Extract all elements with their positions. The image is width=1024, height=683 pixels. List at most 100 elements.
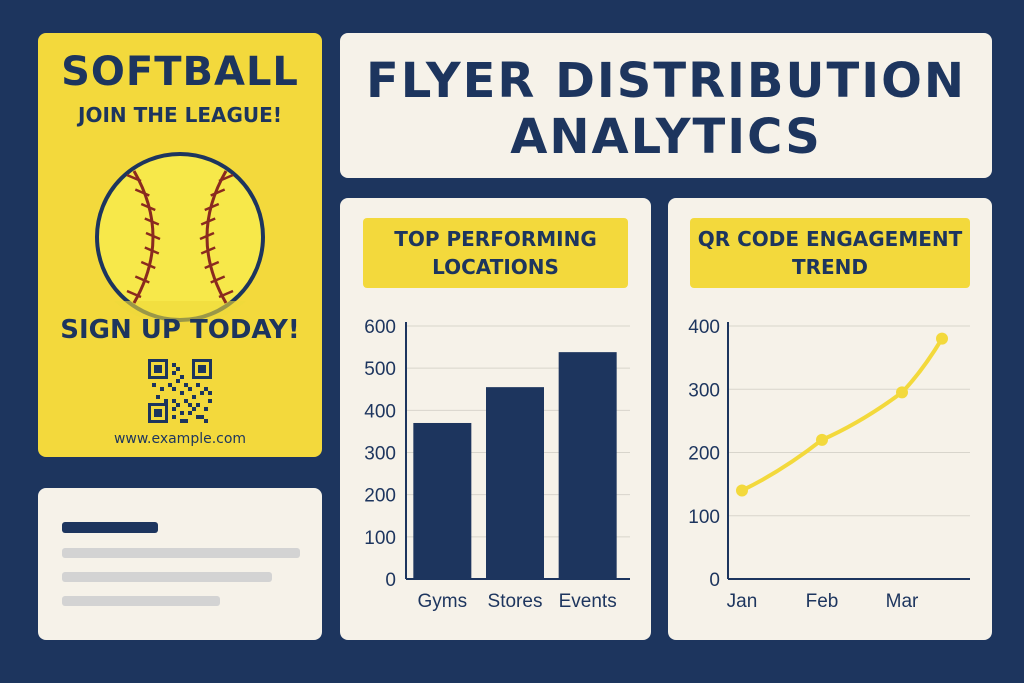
seam-stitch — [134, 275, 150, 284]
y-tick-label: 200 — [364, 486, 396, 507]
flyer-title: SOFTBALL — [61, 49, 299, 95]
y-tick-label: 400 — [688, 317, 720, 338]
qr-finder-core — [154, 409, 162, 417]
seam-stitch — [210, 188, 226, 197]
qr-module — [176, 379, 180, 383]
data-point — [896, 386, 908, 399]
qr-module — [188, 403, 192, 407]
y-tick-label: 600 — [364, 317, 396, 338]
x-tick-label: Jan — [727, 591, 758, 612]
line-chart: 0 100 200 300 400 Jan Feb Mar — [688, 317, 970, 612]
qr-module — [164, 399, 168, 403]
seam-stitch — [140, 260, 156, 270]
qr-finder-core — [154, 365, 162, 373]
qr-module — [176, 367, 180, 371]
y-tick-label: 500 — [364, 359, 396, 380]
qr-finder-core — [198, 365, 206, 373]
flyer-subtitle: JOIN THE LEAGUE! — [78, 103, 282, 127]
seam-stitch — [204, 260, 220, 270]
qr-module — [204, 419, 208, 423]
placeholder-text-bar — [62, 596, 220, 606]
qr-module — [200, 391, 204, 395]
seam-stitch — [126, 173, 142, 183]
seam-stitch — [200, 217, 216, 226]
placeholder-text-bar — [62, 548, 300, 558]
qr-module — [192, 395, 196, 399]
x-tick-label: Gyms — [418, 591, 468, 612]
qr-module — [156, 395, 160, 399]
flyer-cta: SIGN UP TODAY! — [60, 315, 300, 345]
seam-stitch — [199, 231, 215, 241]
seam-stitch — [144, 217, 160, 226]
qr-module — [172, 399, 176, 403]
qr-module — [196, 383, 200, 387]
seam-stitch — [210, 275, 226, 284]
bar-chart: 0 100 200 300 400 500 600 Gyms Stores Events — [364, 317, 630, 612]
seam-stitch — [140, 202, 156, 212]
qr-module — [180, 411, 184, 415]
qr-module — [176, 403, 180, 407]
qr-module — [188, 387, 192, 391]
qr-module — [204, 387, 208, 391]
softball-icon — [95, 152, 265, 323]
qr-module — [184, 383, 188, 387]
y-tick-label: 400 — [364, 401, 396, 422]
seam-stitch — [134, 188, 150, 197]
qr-code-icon — [148, 359, 212, 423]
qr-module — [180, 391, 184, 395]
qr-module — [184, 419, 188, 423]
seam-stitch — [218, 289, 234, 299]
bar-gyms — [413, 422, 472, 579]
bar-chart-panel: TOP PERFORMING LOCATIONS 0 100 200 300 400 50… — [340, 198, 651, 640]
page-title-line-1: FLYER DISTRIBUTION — [365, 53, 967, 109]
x-tick-label: Events — [559, 591, 617, 612]
y-tick-label: 300 — [364, 444, 396, 465]
qr-module — [208, 391, 212, 395]
seam-stitch — [144, 246, 160, 255]
y-tick-label: 0 — [709, 570, 720, 591]
data-point — [816, 433, 828, 446]
qr-module — [204, 407, 208, 411]
series-line — [740, 336, 944, 493]
bar-stores — [486, 387, 544, 579]
qr-module — [188, 411, 192, 415]
y-tick-label: 100 — [688, 507, 720, 528]
softball-flyer: SOFTBALL JOIN THE LEAGUE! SIGN UP TODAY!… — [38, 33, 322, 457]
x-tick-label: Stores — [488, 591, 543, 612]
y-tick-label: 100 — [364, 528, 396, 549]
y-tick-label: 0 — [385, 570, 396, 591]
qr-module — [152, 383, 156, 387]
seam-stitch — [126, 289, 142, 299]
page-title-line-2: ANALYTICS — [510, 109, 822, 165]
line-chart-panel: QR CODE ENGAGEMENT TREND 0 100 200 300 400 Ja… — [668, 198, 992, 640]
qr-module — [180, 375, 184, 379]
qr-module — [196, 403, 200, 407]
line-chart-title-box: QR CODE ENGAGEMENT TREND — [690, 218, 970, 288]
qr-module — [200, 415, 204, 419]
bar-chart-title-box: TOP PERFORMING LOCATIONS — [363, 218, 628, 288]
flyer-url: www.example.com — [113, 431, 247, 447]
placeholder-card — [38, 488, 322, 640]
qr-module — [168, 383, 172, 387]
page-header: FLYER DISTRIBUTION ANALYTICS — [340, 33, 992, 178]
x-tick-label: Mar — [886, 591, 919, 612]
qr-module — [196, 415, 200, 419]
qr-module — [180, 419, 184, 423]
placeholder-heading-bar — [62, 522, 158, 533]
data-point — [736, 484, 748, 497]
qr-module — [172, 415, 176, 419]
qr-module — [172, 371, 176, 375]
seam-stitch — [218, 173, 234, 183]
qr-module — [184, 399, 188, 403]
qr-module — [172, 363, 176, 367]
seam-stitch — [145, 231, 161, 241]
qr-module — [172, 387, 176, 391]
y-tick-label: 200 — [688, 444, 720, 465]
placeholder-text-bar — [62, 572, 272, 582]
seam-stitch — [200, 246, 216, 255]
data-point — [936, 332, 948, 345]
bar-chart-title: TOP PERFORMING LOCATIONS — [394, 227, 597, 279]
y-tick-label: 300 — [688, 380, 720, 401]
bar-events — [558, 352, 617, 579]
x-tick-label: Feb — [806, 591, 839, 612]
